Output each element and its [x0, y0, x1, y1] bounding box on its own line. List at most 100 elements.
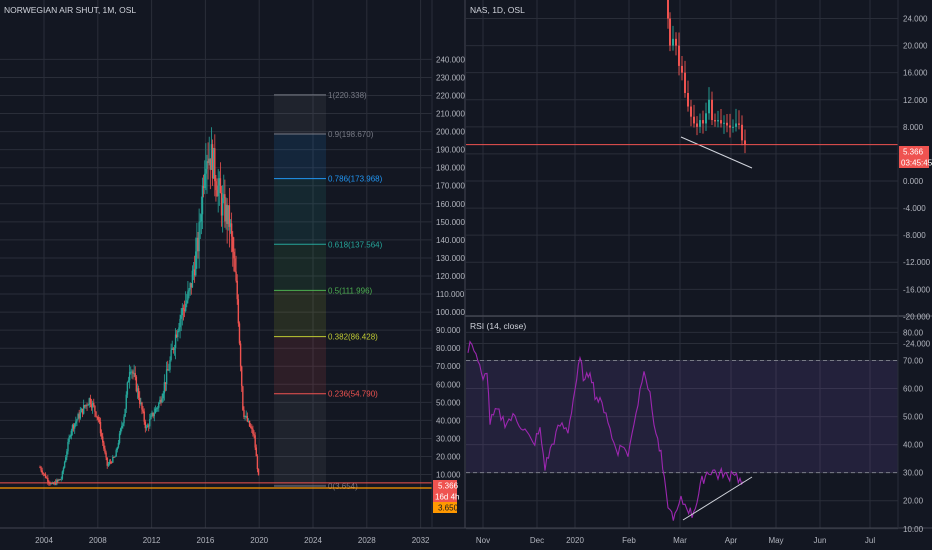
monthly-candle-body — [126, 382, 129, 395]
monthly-candle-body — [244, 416, 246, 417]
monthly-candle-body — [134, 373, 136, 377]
rsi-y-tick: 50.00 — [903, 413, 924, 422]
monthly-candle-body — [227, 205, 229, 224]
fib-zone — [274, 94, 326, 134]
monthly-candle-body — [62, 467, 65, 472]
monthly-candle-body — [168, 369, 170, 371]
monthly-candle-body — [192, 269, 195, 271]
left-y-tick: 60.000 — [436, 380, 461, 389]
monthly-candle-body — [208, 158, 210, 163]
monthly-candle-body — [72, 425, 75, 429]
monthly-candle-body — [230, 223, 233, 237]
monthly-candle-body — [107, 464, 110, 466]
monthly-candle-body — [113, 457, 115, 458]
monthly-candle-body — [109, 461, 112, 463]
daily-candle-body — [684, 72, 686, 93]
monthly-candle-body — [90, 404, 93, 408]
monthly-candle-body — [239, 343, 242, 367]
left-y-tick: 70.000 — [436, 362, 461, 371]
monthly-candle-body — [108, 461, 111, 465]
monthly-candle-body — [202, 185, 205, 189]
right-countdown-tag — [899, 157, 929, 168]
right-y-tick: -24.000 — [903, 339, 931, 348]
monthly-candle-body — [96, 416, 98, 418]
monthly-candle-body — [102, 436, 104, 443]
monthly-candle-body — [246, 415, 249, 422]
monthly-candle-body — [226, 204, 228, 224]
monthly-candle-body — [221, 198, 224, 216]
monthly-candle-body — [167, 369, 169, 371]
daily-candle-body — [681, 65, 683, 73]
monthly-candle-body — [164, 382, 167, 385]
monthly-candle-body — [60, 478, 62, 480]
fib-level-label: 0.786(173.968) — [328, 175, 383, 184]
monthly-candle-body — [136, 388, 139, 392]
left-y-tick: 100.000 — [436, 308, 465, 317]
monthly-candle-body — [47, 477, 49, 482]
monthly-candle-body — [128, 371, 131, 381]
monthly-candle-body — [88, 398, 90, 405]
daily-candle-body — [699, 120, 701, 127]
monthly-candle-body — [106, 457, 108, 466]
daily-candle-body — [744, 140, 746, 145]
left-y-tick: 120.000 — [436, 272, 465, 281]
fib-zone — [274, 133, 326, 179]
monthly-candle-body — [234, 258, 236, 272]
monthly-candle-body — [57, 480, 59, 481]
monthly-candle-body — [162, 393, 164, 399]
fib-level-label: 0(3.654) — [328, 482, 358, 491]
monthly-candle-body — [45, 477, 48, 479]
monthly-candle-body — [98, 419, 101, 422]
monthly-candle-body — [122, 423, 124, 426]
monthly-candle-body — [52, 483, 55, 485]
monthly-candle-body — [197, 237, 199, 252]
monthly-candle-body — [104, 448, 106, 453]
rsi-y-tick: 70.00 — [903, 356, 924, 365]
monthly-candle-body — [199, 221, 201, 223]
rsi-y-tick: 10.00 — [903, 525, 924, 534]
daily-candle-body — [738, 123, 740, 125]
monthly-candles — [39, 127, 260, 486]
monthly-candle-body — [95, 411, 97, 417]
fib-level-label: 0.5(111.996) — [328, 286, 373, 295]
daily-candle-body — [687, 92, 689, 107]
monthly-candle-body — [137, 388, 140, 398]
monthly-candle-body — [48, 481, 50, 483]
monthly-candle-body — [169, 360, 171, 370]
monthly-candle-body — [84, 405, 86, 407]
monthly-candle-body — [97, 416, 99, 420]
monthly-candle-body — [232, 236, 234, 252]
monthly-candle-body — [69, 436, 71, 438]
left-last-price-tag — [433, 480, 457, 491]
left-chart-title: NORWEGIAN AIR SHUT, 1M, OSL — [4, 5, 136, 15]
monthly-candle-body — [182, 308, 185, 310]
monthly-candle-body — [228, 205, 231, 227]
right-x-tick: Feb — [622, 536, 636, 545]
monthly-candle-body — [65, 457, 67, 463]
monthly-candle-body — [171, 348, 173, 350]
monthly-candle-body — [142, 409, 144, 412]
left-y-tick: 30.000 — [436, 434, 461, 443]
monthly-candle-body — [191, 270, 194, 288]
monthly-candle-body — [71, 425, 74, 431]
monthly-candle-body — [196, 237, 198, 252]
monthly-candle-body — [59, 479, 61, 481]
right-last-price-tag — [899, 146, 929, 157]
monthly-candle-body — [130, 371, 132, 373]
monthly-candle-body — [123, 416, 125, 424]
monthly-candle-body — [118, 433, 121, 443]
right-y-tick: 16.000 — [903, 69, 928, 78]
monthly-candle-body — [189, 283, 191, 290]
monthly-candle-body — [41, 470, 43, 474]
left-y-tick: 160.000 — [436, 200, 465, 209]
monthly-candle-body — [180, 315, 182, 319]
right-y-tick: -16.000 — [903, 285, 931, 294]
fib-zone — [274, 336, 326, 394]
monthly-candle-body — [205, 168, 207, 174]
left-y-tick: 150.000 — [436, 218, 465, 227]
daily-trendline — [680, 136, 753, 169]
left-y-tick: 20.000 — [436, 452, 461, 461]
monthly-candle-body — [161, 398, 163, 403]
monthly-candle-body — [50, 483, 52, 485]
monthly-candle-body — [131, 371, 133, 373]
